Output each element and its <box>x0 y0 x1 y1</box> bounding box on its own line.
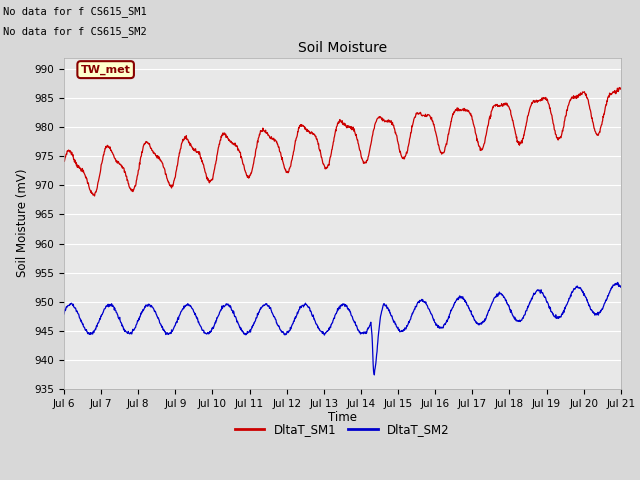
Title: Soil Moisture: Soil Moisture <box>298 41 387 55</box>
Y-axis label: Soil Moisture (mV): Soil Moisture (mV) <box>16 169 29 277</box>
X-axis label: Time: Time <box>328 411 357 424</box>
Legend: DltaT_SM1, DltaT_SM2: DltaT_SM1, DltaT_SM2 <box>230 419 454 441</box>
Text: No data for f CS615_SM2: No data for f CS615_SM2 <box>3 25 147 36</box>
Text: No data for f CS615_SM1: No data for f CS615_SM1 <box>3 6 147 17</box>
Text: TW_met: TW_met <box>81 64 131 75</box>
